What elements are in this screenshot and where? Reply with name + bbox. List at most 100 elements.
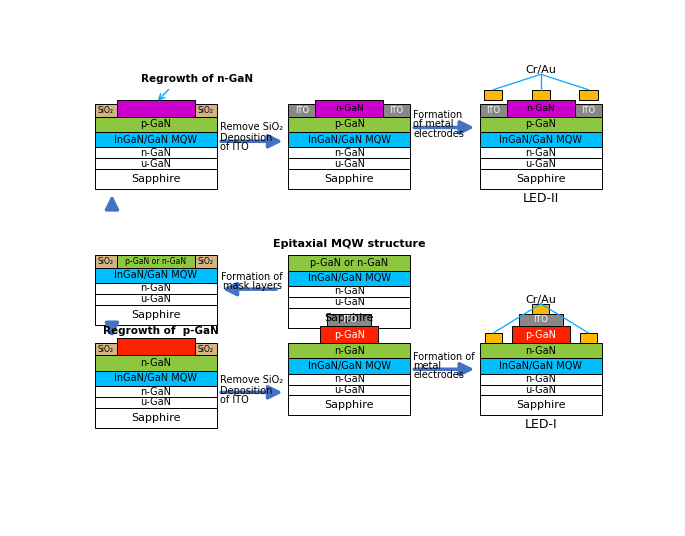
- Text: u-GaN: u-GaN: [334, 159, 364, 169]
- Bar: [95, 283, 216, 294]
- Text: mask layers: mask layers: [223, 281, 282, 291]
- Bar: [95, 158, 216, 169]
- Text: Sapphire: Sapphire: [516, 400, 566, 411]
- Text: p-GaN: p-GaN: [525, 120, 556, 129]
- Text: metal: metal: [413, 361, 441, 371]
- Text: Sapphire: Sapphire: [131, 310, 181, 319]
- Bar: [288, 255, 410, 271]
- Text: n-GaN: n-GaN: [335, 103, 364, 113]
- Text: n-GaN: n-GaN: [334, 346, 364, 356]
- Bar: [95, 105, 116, 117]
- Text: Sapphire: Sapphire: [131, 174, 181, 184]
- Text: p-GaN: p-GaN: [525, 330, 556, 340]
- Bar: [480, 385, 601, 396]
- Text: n-GaN: n-GaN: [140, 358, 171, 368]
- Text: n-GaN: n-GaN: [334, 148, 364, 158]
- Bar: [95, 386, 216, 397]
- Text: n-GaN: n-GaN: [140, 148, 171, 158]
- Text: p-GaN or n-GaN: p-GaN or n-GaN: [125, 257, 186, 266]
- Text: n-GaN: n-GaN: [525, 148, 556, 158]
- Bar: [95, 117, 216, 132]
- Text: n-GaN: n-GaN: [140, 386, 171, 397]
- Text: Epitaxial MQW structure: Epitaxial MQW structure: [273, 239, 425, 249]
- Bar: [288, 158, 410, 169]
- Bar: [580, 333, 597, 343]
- Bar: [95, 132, 216, 147]
- Bar: [480, 147, 601, 158]
- Bar: [485, 333, 501, 343]
- Bar: [95, 355, 216, 371]
- Text: p-GaN or n-GaN: p-GaN or n-GaN: [310, 258, 388, 268]
- Bar: [195, 105, 216, 117]
- Text: n-GaN: n-GaN: [527, 103, 555, 113]
- Text: SiO₂: SiO₂: [198, 257, 214, 266]
- Bar: [195, 343, 216, 355]
- Bar: [480, 374, 601, 385]
- Bar: [580, 90, 598, 100]
- Text: u-GaN: u-GaN: [525, 159, 556, 169]
- Text: Deposition: Deposition: [220, 133, 272, 143]
- Bar: [288, 343, 410, 359]
- Text: InGaN/GaN MQW: InGaN/GaN MQW: [308, 361, 390, 371]
- Bar: [480, 158, 601, 169]
- Bar: [327, 314, 371, 326]
- Text: Deposition: Deposition: [220, 386, 272, 396]
- Text: Formation of: Formation of: [413, 352, 475, 362]
- Text: SiO₂: SiO₂: [98, 257, 114, 266]
- Text: n-GaN: n-GaN: [525, 374, 556, 384]
- Bar: [480, 169, 601, 189]
- Text: Regrowth of n-GaN: Regrowth of n-GaN: [141, 74, 253, 84]
- Bar: [95, 371, 216, 386]
- Text: u-GaN: u-GaN: [140, 294, 171, 304]
- Bar: [532, 90, 550, 100]
- Bar: [95, 397, 216, 408]
- Text: ITO: ITO: [295, 106, 309, 115]
- Bar: [288, 374, 410, 385]
- Bar: [288, 385, 410, 396]
- Text: InGaN/GaN MQW: InGaN/GaN MQW: [308, 273, 390, 284]
- Text: Sapphire: Sapphire: [325, 174, 374, 184]
- Text: u-GaN: u-GaN: [334, 385, 364, 395]
- Text: Cr/Au: Cr/Au: [525, 295, 556, 305]
- Text: p-GaN: p-GaN: [140, 120, 171, 129]
- Bar: [480, 396, 601, 415]
- Text: ITO: ITO: [342, 316, 357, 324]
- Bar: [480, 343, 601, 359]
- Text: ITO: ITO: [390, 106, 403, 115]
- Text: InGaN/GaN MQW: InGaN/GaN MQW: [308, 135, 390, 145]
- Text: Sapphire: Sapphire: [325, 400, 374, 411]
- Text: Remove SiO₂: Remove SiO₂: [220, 375, 283, 385]
- Text: p-GaN: p-GaN: [334, 120, 364, 129]
- Bar: [288, 132, 410, 147]
- Text: InGaN/GaN MQW: InGaN/GaN MQW: [499, 361, 582, 371]
- Bar: [507, 100, 575, 117]
- Text: SiO₂: SiO₂: [198, 345, 214, 354]
- Bar: [288, 105, 315, 117]
- Bar: [116, 100, 195, 117]
- Bar: [288, 271, 410, 286]
- Text: InGaN/GaN MQW: InGaN/GaN MQW: [499, 135, 582, 145]
- Text: u-GaN: u-GaN: [140, 397, 171, 407]
- Bar: [116, 338, 195, 355]
- Bar: [95, 147, 216, 158]
- Text: n-GaN: n-GaN: [140, 284, 171, 293]
- Text: ITO: ITO: [486, 106, 501, 115]
- Text: of metal: of metal: [413, 120, 453, 129]
- Bar: [195, 255, 216, 267]
- Text: Sapphire: Sapphire: [131, 413, 181, 423]
- Text: InGaN/GaN MQW: InGaN/GaN MQW: [114, 270, 197, 280]
- Text: LED-II: LED-II: [523, 192, 559, 205]
- Bar: [288, 286, 410, 297]
- Text: n-GaN: n-GaN: [334, 286, 364, 296]
- Text: electrodes: electrodes: [413, 129, 464, 139]
- Text: u-GaN: u-GaN: [525, 385, 556, 395]
- Text: SiO₂: SiO₂: [98, 106, 114, 115]
- Bar: [288, 147, 410, 158]
- Text: Sapphire: Sapphire: [516, 174, 566, 184]
- Bar: [383, 105, 410, 117]
- Text: Formation of: Formation of: [221, 272, 282, 282]
- Text: InGaN/GaN MQW: InGaN/GaN MQW: [114, 374, 197, 383]
- Bar: [315, 100, 383, 117]
- Text: ITO: ITO: [581, 106, 595, 115]
- Bar: [95, 304, 216, 325]
